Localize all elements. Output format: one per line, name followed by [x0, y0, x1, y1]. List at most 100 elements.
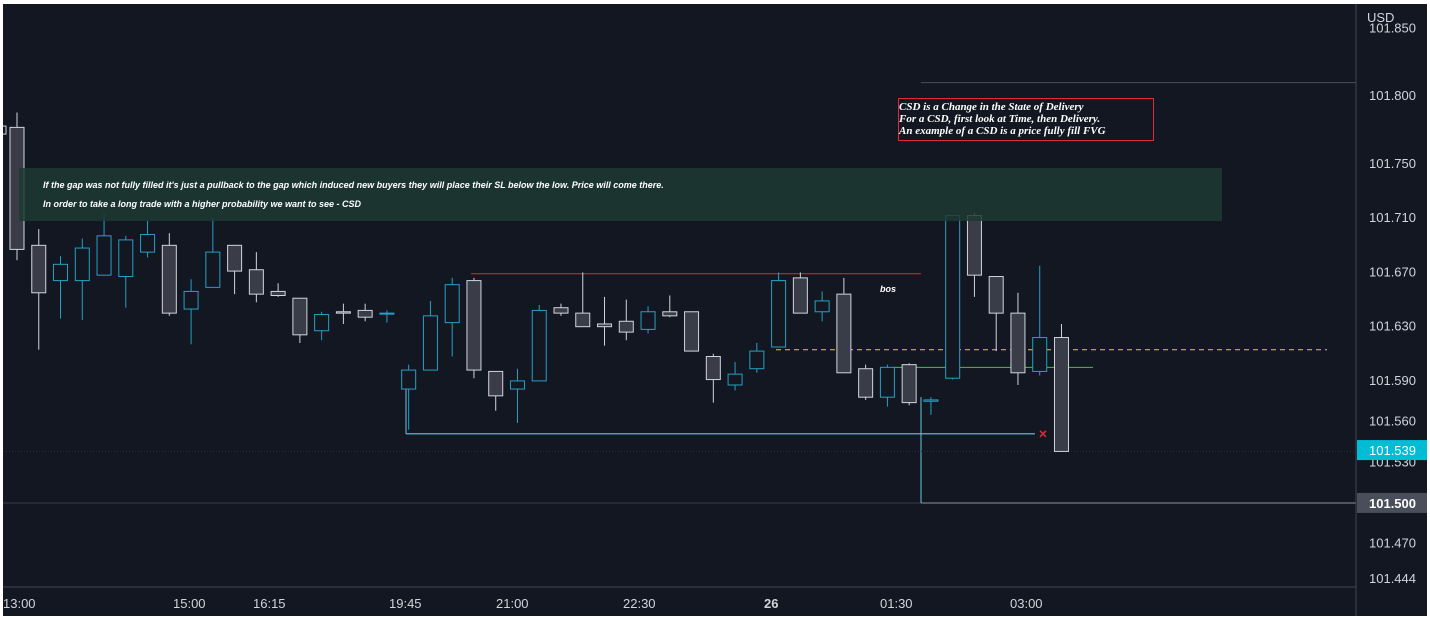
candle-body [401, 369, 417, 390]
price-axis-tick: 101.850 [1369, 20, 1416, 35]
candle [792, 272, 808, 314]
candle [858, 364, 874, 400]
candle [705, 353, 721, 403]
candle-body [618, 320, 634, 333]
candle [640, 306, 656, 334]
time-axis-tick: 15:00 [173, 596, 206, 611]
bos-label: bos [880, 284, 897, 294]
last-price-value: 101.539 [1369, 443, 1416, 458]
candle-body [814, 300, 830, 313]
candle-body [466, 280, 482, 371]
candle-body [597, 323, 613, 328]
candle-body [684, 311, 700, 352]
candle-body [444, 284, 460, 324]
candle-body [705, 356, 721, 381]
candle-body [858, 368, 874, 398]
candle-body [140, 233, 156, 253]
x-mark-line-b [1039, 430, 1047, 438]
candle-body [118, 239, 134, 278]
candle [466, 277, 482, 379]
candle-body [988, 276, 1004, 314]
candle [161, 233, 177, 316]
time-axis[interactable]: 13:00 15:00 16:15 19:45 21:00 22:30 26 01:30 03:… [3, 586, 1356, 611]
candle [814, 291, 830, 322]
candle-body [727, 373, 743, 386]
price-axis-tick: 101.444 [1369, 571, 1416, 586]
time-axis-tick: 03:00 [1010, 596, 1043, 611]
candle-body [1053, 337, 1069, 452]
level-badge-value: 101.500 [1369, 496, 1416, 511]
candle [401, 364, 417, 430]
price-axis-currency: USD [1367, 10, 1394, 25]
price-axis-tick: 101.670 [1369, 264, 1416, 279]
candle [945, 215, 961, 380]
candle [248, 252, 264, 303]
candle [771, 272, 787, 348]
level-badge [1357, 492, 1427, 513]
candle [836, 277, 852, 374]
price-axis-tick: 101.560 [1369, 414, 1416, 429]
price-axis-tick: 101.590 [1369, 373, 1416, 388]
csd-note-line-3: An example of a CSD is a price fully fil… [899, 125, 1106, 137]
candle [1053, 323, 1069, 452]
candle-body [966, 215, 982, 276]
csd-note-line-2: For a CSD, first look at Time, then Deli… [899, 113, 1101, 125]
candle-body [183, 290, 199, 310]
candle [684, 311, 700, 352]
candle [509, 368, 525, 423]
candle [531, 304, 547, 382]
candle [488, 370, 504, 411]
csd-note-line-1: CSD is a Change in the State of Delivery [899, 101, 1084, 113]
chart-frame[interactable]: USD 101.850 101.800 101.750 101.710 101.670 10… [3, 4, 1427, 616]
drawing-lines-layer [3, 82, 1356, 504]
candle [118, 235, 134, 308]
price-axis-tick: 101.630 [1369, 319, 1416, 334]
candle [988, 276, 1004, 352]
candle-body [96, 235, 112, 276]
time-axis-tick: 13:00 [3, 596, 36, 611]
price-axis-tick: 101.710 [1369, 210, 1416, 225]
candle-body [553, 307, 569, 314]
candle-body [836, 293, 852, 374]
time-axis-tick: 21:00 [496, 596, 529, 611]
candle-body [879, 366, 895, 398]
candle-body [488, 370, 504, 397]
candle [879, 364, 895, 407]
candle-body [531, 309, 547, 382]
candle-body [901, 364, 917, 404]
candle-body [422, 315, 438, 371]
candle-body [31, 244, 47, 294]
candle [270, 283, 286, 297]
candles-layer [9, 112, 1069, 452]
candle [422, 300, 438, 371]
gap-note-line-2: In order to take a long trade with a hig… [43, 199, 362, 209]
candle [1032, 265, 1048, 376]
time-axis-tick: 22:30 [623, 596, 656, 611]
candle-body [640, 311, 656, 330]
candle [183, 279, 199, 345]
gap-note-box[interactable] [19, 168, 1222, 221]
candle [1010, 292, 1026, 385]
candle [727, 361, 743, 391]
candle-body [945, 215, 961, 379]
csd-note-box[interactable]: CSD is a Change in the State of Delivery… [898, 98, 1154, 141]
candle [618, 299, 634, 341]
gap-note-line-1: If the gap was not fully filled it's jus… [43, 180, 664, 190]
candle-body [749, 350, 765, 370]
left-edge-marker [3, 125, 7, 135]
candle [140, 220, 156, 258]
candle [96, 214, 112, 276]
candle-body [357, 309, 373, 318]
candle-body [292, 297, 308, 336]
candle-body [270, 290, 286, 296]
candle [379, 310, 395, 323]
candle-body [227, 244, 243, 272]
candle-body [923, 399, 939, 402]
price-axis-tick: 101.800 [1369, 88, 1416, 103]
candle [227, 244, 243, 295]
marks-layer [3, 125, 1047, 438]
candle-body [792, 277, 808, 314]
candle [749, 342, 765, 373]
